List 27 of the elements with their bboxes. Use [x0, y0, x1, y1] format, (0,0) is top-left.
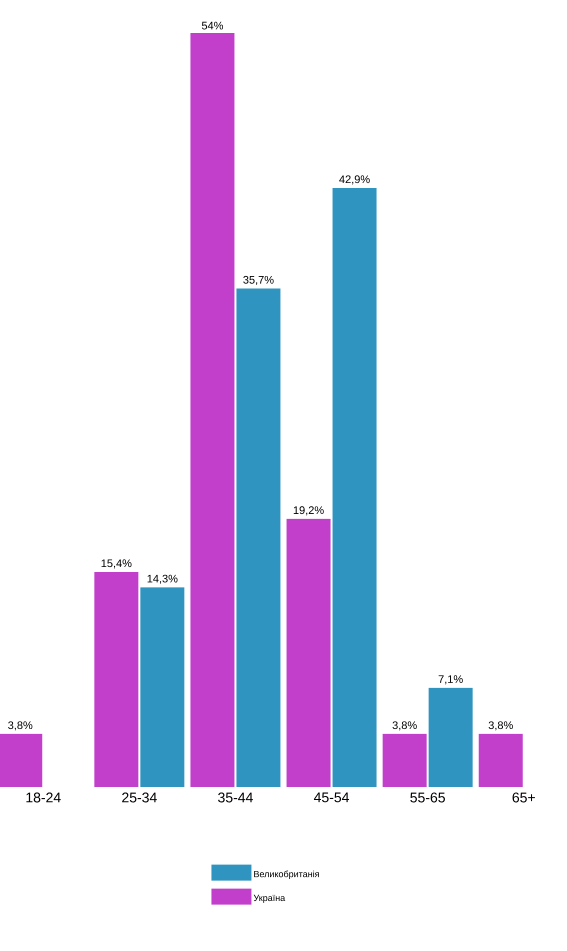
x-tick-label: 18-24	[26, 792, 61, 802]
bar	[236, 288, 280, 787]
x-tick-label: 55-65	[410, 792, 445, 802]
data-label: 7,1%	[438, 675, 463, 684]
x-tick-label: 65+	[512, 792, 535, 802]
data-label: 3,8%	[392, 721, 417, 730]
bar	[286, 518, 331, 787]
data-label: 42,9%	[339, 175, 370, 184]
bar	[478, 734, 523, 787]
x-tick-label: 35-44	[218, 792, 253, 802]
bar	[190, 33, 234, 787]
x-tick-label: 25-34	[122, 792, 157, 802]
bar	[140, 587, 184, 787]
bar	[428, 688, 473, 787]
bar	[94, 572, 138, 787]
x-tick-label: 45-54	[314, 792, 350, 802]
legend-label: Україна	[254, 894, 286, 903]
bar	[332, 188, 377, 787]
data-label: 15,4%	[102, 559, 132, 568]
legend-label: Великобританія	[254, 870, 319, 880]
data-label: 3,8%	[8, 721, 32, 730]
data-label: 35,7%	[243, 276, 274, 285]
data-label: 54%	[202, 22, 224, 30]
bar	[382, 734, 427, 787]
data-label: 14,3%	[148, 574, 178, 584]
data-label: 3,8%	[488, 721, 513, 730]
data-label: 19,2%	[294, 506, 324, 516]
